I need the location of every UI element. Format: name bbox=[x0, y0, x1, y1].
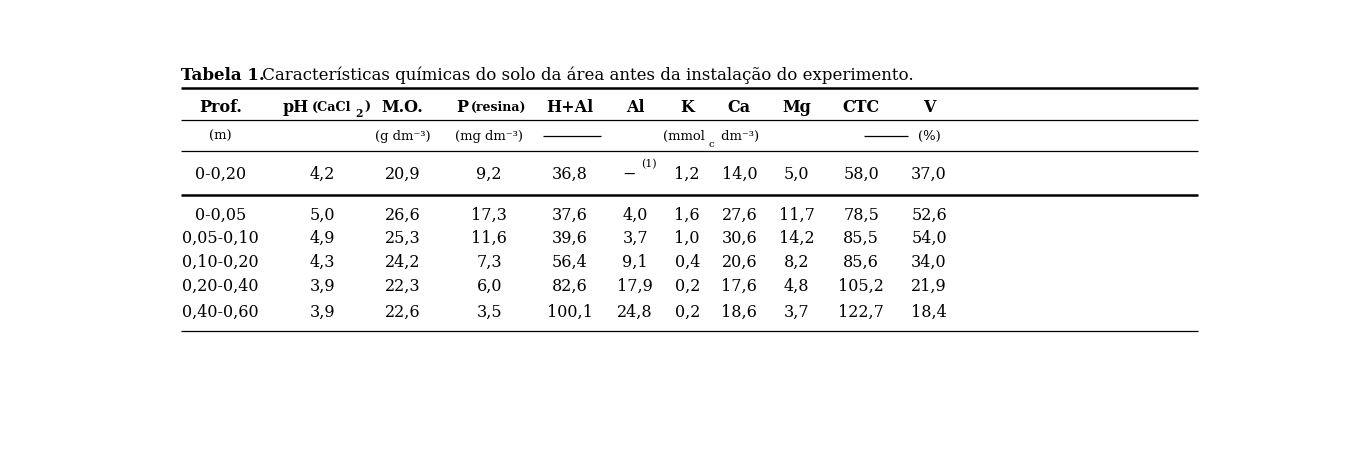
Text: H+Al: H+Al bbox=[546, 99, 593, 116]
Text: 0,2: 0,2 bbox=[675, 278, 699, 295]
Text: (1): (1) bbox=[640, 159, 656, 169]
Text: (%): (%) bbox=[917, 130, 940, 143]
Text: 9,1: 9,1 bbox=[623, 254, 648, 271]
Text: 52,6: 52,6 bbox=[911, 206, 947, 224]
Text: 100,1: 100,1 bbox=[546, 304, 592, 321]
Text: 8,2: 8,2 bbox=[784, 254, 810, 271]
Text: dm⁻³): dm⁻³) bbox=[717, 130, 760, 143]
Text: ): ) bbox=[364, 101, 370, 114]
Text: 17,6: 17,6 bbox=[721, 278, 757, 295]
Text: 25,3: 25,3 bbox=[385, 230, 421, 247]
Text: Características químicas do solo da área antes da instalação do experimento.: Características químicas do solo da área… bbox=[257, 67, 913, 84]
Text: pH: pH bbox=[282, 99, 309, 116]
Text: 39,6: 39,6 bbox=[551, 230, 588, 247]
Text: 56,4: 56,4 bbox=[551, 254, 588, 271]
Text: 0,20-0,40: 0,20-0,40 bbox=[182, 278, 258, 295]
Text: 0,2: 0,2 bbox=[675, 304, 699, 321]
Text: 0,4: 0,4 bbox=[675, 254, 699, 271]
Text: 0,40-0,60: 0,40-0,60 bbox=[182, 304, 258, 321]
Text: 1,0: 1,0 bbox=[674, 230, 699, 247]
Text: 4,8: 4,8 bbox=[784, 278, 810, 295]
Text: 9,2: 9,2 bbox=[476, 165, 502, 182]
Text: 14,2: 14,2 bbox=[779, 230, 815, 247]
Text: 6,0: 6,0 bbox=[476, 278, 502, 295]
Text: 7,3: 7,3 bbox=[476, 254, 502, 271]
Text: (CaCl: (CaCl bbox=[312, 101, 351, 114]
Text: 36,8: 36,8 bbox=[551, 165, 588, 182]
Text: 24,8: 24,8 bbox=[617, 304, 652, 321]
Text: 11,6: 11,6 bbox=[471, 230, 507, 247]
Text: 0-0,20: 0-0,20 bbox=[195, 165, 246, 182]
Text: Tabela 1.: Tabela 1. bbox=[180, 67, 265, 84]
Text: 20,6: 20,6 bbox=[721, 254, 757, 271]
Text: 85,6: 85,6 bbox=[843, 254, 880, 271]
Text: Ca: Ca bbox=[728, 99, 751, 116]
Text: CTC: CTC bbox=[843, 99, 880, 116]
Text: 24,2: 24,2 bbox=[385, 254, 421, 271]
Text: 21,9: 21,9 bbox=[911, 278, 947, 295]
Text: Mg: Mg bbox=[783, 99, 811, 116]
Text: 85,5: 85,5 bbox=[843, 230, 880, 247]
Text: V: V bbox=[923, 99, 935, 116]
Text: 4,0: 4,0 bbox=[623, 206, 648, 224]
Text: 1,6: 1,6 bbox=[674, 206, 699, 224]
Text: 1,2: 1,2 bbox=[674, 165, 699, 182]
Text: 17,9: 17,9 bbox=[617, 278, 654, 295]
Text: 27,6: 27,6 bbox=[721, 206, 757, 224]
Text: 4,2: 4,2 bbox=[309, 165, 335, 182]
Text: 3,7: 3,7 bbox=[623, 230, 648, 247]
Text: (resina): (resina) bbox=[471, 101, 526, 114]
Text: 18,6: 18,6 bbox=[721, 304, 757, 321]
Text: 0,05-0,10: 0,05-0,10 bbox=[182, 230, 258, 247]
Text: 58,0: 58,0 bbox=[843, 165, 880, 182]
Text: 17,3: 17,3 bbox=[471, 206, 507, 224]
Text: 14,0: 14,0 bbox=[721, 165, 757, 182]
Text: 3,9: 3,9 bbox=[309, 304, 335, 321]
Text: M.O.: M.O. bbox=[382, 99, 424, 116]
Text: 82,6: 82,6 bbox=[551, 278, 588, 295]
Text: 20,9: 20,9 bbox=[385, 165, 421, 182]
Text: 78,5: 78,5 bbox=[843, 206, 880, 224]
Text: K: K bbox=[681, 99, 694, 116]
Text: Prof.: Prof. bbox=[199, 99, 242, 116]
Text: (mg dm⁻³): (mg dm⁻³) bbox=[455, 130, 523, 143]
Text: 5,0: 5,0 bbox=[784, 165, 810, 182]
Text: 2: 2 bbox=[355, 108, 363, 119]
Text: 4,9: 4,9 bbox=[309, 230, 335, 247]
Text: 34,0: 34,0 bbox=[912, 254, 947, 271]
Text: c: c bbox=[707, 140, 714, 149]
Text: 30,6: 30,6 bbox=[721, 230, 757, 247]
Text: 3,5: 3,5 bbox=[476, 304, 502, 321]
Text: 5,0: 5,0 bbox=[309, 206, 335, 224]
Text: 122,7: 122,7 bbox=[838, 304, 884, 321]
Text: 3,7: 3,7 bbox=[784, 304, 810, 321]
Text: 54,0: 54,0 bbox=[912, 230, 947, 247]
Text: 26,6: 26,6 bbox=[385, 206, 421, 224]
Text: 11,7: 11,7 bbox=[779, 206, 815, 224]
Text: (g dm⁻³): (g dm⁻³) bbox=[375, 130, 430, 143]
Text: Al: Al bbox=[625, 99, 644, 116]
Text: 105,2: 105,2 bbox=[838, 278, 884, 295]
Text: 22,6: 22,6 bbox=[385, 304, 421, 321]
Text: 0-0,05: 0-0,05 bbox=[195, 206, 246, 224]
Text: (mmol: (mmol bbox=[663, 130, 705, 143]
Text: 18,4: 18,4 bbox=[911, 304, 947, 321]
Text: (m): (m) bbox=[208, 130, 231, 143]
Text: 0,10-0,20: 0,10-0,20 bbox=[182, 254, 258, 271]
Text: 37,6: 37,6 bbox=[551, 206, 588, 224]
Text: −: − bbox=[623, 165, 636, 182]
Text: 4,3: 4,3 bbox=[309, 254, 335, 271]
Text: 37,0: 37,0 bbox=[911, 165, 947, 182]
Text: P: P bbox=[456, 99, 468, 116]
Text: 22,3: 22,3 bbox=[385, 278, 421, 295]
Text: 3,9: 3,9 bbox=[309, 278, 335, 295]
